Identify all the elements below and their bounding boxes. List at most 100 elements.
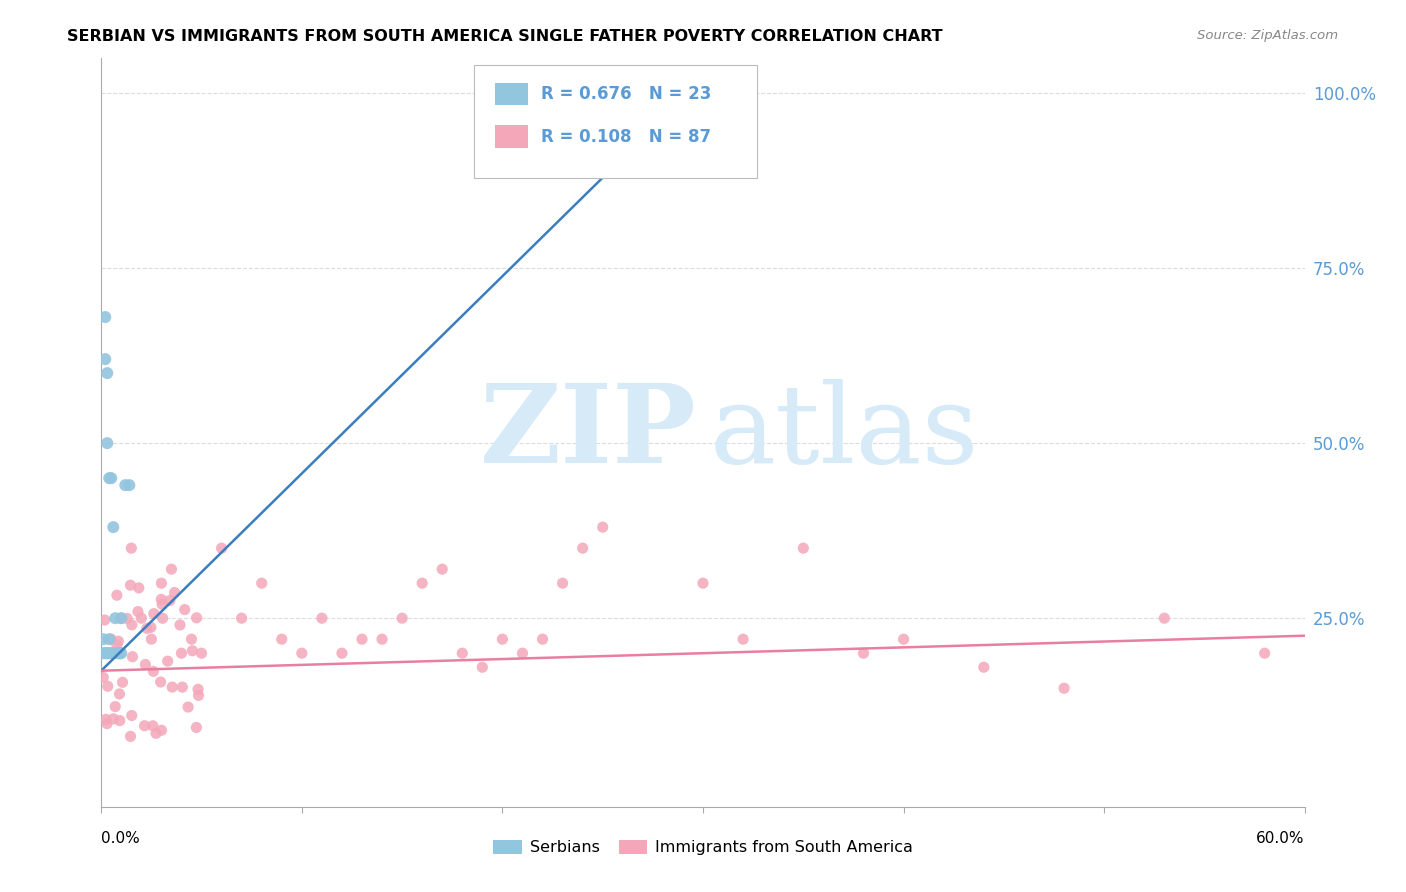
Y-axis label: Single Father Poverty: Single Father Poverty (0, 351, 7, 514)
Point (531, 632, 554, 647)
Point (150, 592, 173, 607)
Point (108, 714, 131, 728)
Point (110, 646, 132, 660)
Point (96, 366, 118, 380)
Point (98, 471, 121, 485)
Point (471, 660, 494, 674)
Point (773, 160, 796, 174)
Point (131, 611, 153, 625)
Text: R = 0.676   N = 23: R = 0.676 N = 23 (540, 85, 711, 103)
Point (551, 576, 574, 591)
Point (100, 646, 122, 660)
Point (120, 578, 142, 592)
Point (136, 621, 159, 635)
Point (512, 646, 534, 660)
Point (773, 120, 796, 134)
Point (1053, 681, 1076, 696)
Point (91, 632, 114, 647)
Point (105, 646, 128, 660)
Point (571, 541, 593, 556)
Point (432, 562, 454, 576)
Point (187, 689, 209, 703)
Point (93, 613, 115, 627)
Point (105, 638, 128, 652)
Point (134, 657, 156, 672)
Point (91, 670, 114, 684)
Point (139, 620, 162, 634)
Text: SERBIAN VS IMMIGRANTS FROM SOUTH AMERICA SINGLE FATHER POVERTY CORRELATION CHART: SERBIAN VS IMMIGRANTS FROM SOUTH AMERICA… (67, 29, 943, 44)
Point (120, 730, 142, 744)
Point (491, 632, 513, 647)
Point (98, 646, 121, 660)
Point (159, 593, 181, 607)
Point (100, 471, 122, 485)
Point (104, 611, 127, 625)
Point (391, 611, 413, 625)
Text: R = 0.108   N = 87: R = 0.108 N = 87 (540, 128, 710, 145)
Point (1153, 611, 1175, 625)
Point (96, 646, 118, 660)
Point (163, 585, 186, 599)
Point (186, 721, 208, 735)
Point (1253, 646, 1275, 660)
Point (150, 576, 173, 591)
Point (121, 708, 143, 723)
FancyBboxPatch shape (495, 126, 529, 148)
Text: ZIP: ZIP (481, 379, 697, 486)
FancyBboxPatch shape (474, 65, 758, 178)
Point (94, 352, 117, 367)
Point (111, 675, 134, 690)
Point (94, 310, 117, 324)
Point (231, 611, 253, 625)
Point (118, 478, 141, 492)
Point (141, 632, 163, 647)
Point (156, 654, 179, 668)
Point (103, 520, 125, 534)
Point (142, 607, 165, 621)
Point (692, 576, 714, 591)
Point (100, 632, 122, 646)
Point (211, 541, 233, 556)
Legend: Serbians, Immigrants from South America: Serbians, Immigrants from South America (486, 833, 920, 862)
Point (104, 699, 127, 714)
Text: atlas: atlas (709, 379, 979, 486)
Point (142, 665, 165, 679)
Point (187, 682, 209, 697)
Point (177, 700, 200, 714)
Point (170, 646, 193, 660)
Point (270, 632, 292, 647)
Point (145, 726, 167, 740)
Point (114, 478, 136, 492)
Point (350, 632, 373, 647)
Point (451, 646, 474, 660)
Point (852, 646, 875, 660)
Point (291, 646, 314, 660)
Point (96, 436, 118, 450)
Point (371, 632, 394, 647)
Point (120, 541, 142, 556)
Point (107, 634, 129, 648)
Point (186, 611, 208, 625)
Point (108, 647, 131, 661)
Point (128, 581, 150, 595)
Point (169, 618, 191, 632)
Point (96, 716, 118, 731)
Point (792, 541, 814, 556)
Text: 0.0%: 0.0% (101, 831, 141, 846)
FancyBboxPatch shape (495, 83, 529, 105)
Point (733, 632, 755, 647)
Point (105, 588, 128, 602)
Point (97, 679, 120, 693)
Point (250, 576, 273, 591)
Point (149, 675, 172, 690)
Point (110, 611, 132, 625)
Point (411, 576, 433, 591)
Point (973, 660, 995, 674)
Point (91, 646, 114, 660)
Text: 60.0%: 60.0% (1257, 831, 1305, 846)
Text: Source: ZipAtlas.com: Source: ZipAtlas.com (1198, 29, 1339, 42)
Point (173, 602, 195, 616)
Point (121, 649, 143, 664)
Point (162, 680, 184, 694)
Point (150, 597, 173, 611)
